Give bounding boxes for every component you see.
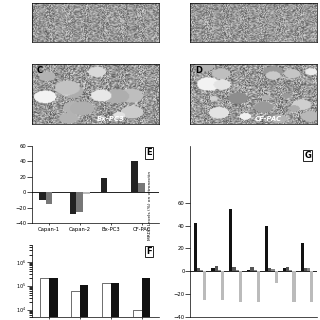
Bar <box>102 283 111 320</box>
Bar <box>257 271 260 302</box>
Bar <box>111 283 119 320</box>
Bar <box>310 271 313 302</box>
Bar <box>141 278 150 320</box>
Bar <box>194 223 197 271</box>
Text: F: F <box>146 247 152 256</box>
Bar <box>80 285 89 320</box>
Bar <box>138 183 145 192</box>
Text: G: G <box>304 151 311 160</box>
Text: E: E <box>146 148 152 157</box>
Bar <box>268 268 271 271</box>
Bar <box>70 192 76 214</box>
Bar <box>300 243 304 271</box>
Text: C: C <box>37 66 43 75</box>
Bar <box>232 267 236 271</box>
Bar <box>253 270 257 271</box>
Bar <box>265 226 268 271</box>
Bar <box>239 271 242 302</box>
Bar <box>83 192 90 194</box>
Bar <box>289 270 292 271</box>
Bar <box>221 271 224 300</box>
Bar <box>76 192 83 212</box>
Bar <box>304 268 307 271</box>
Bar <box>236 270 239 271</box>
Bar <box>307 268 310 271</box>
Bar <box>275 271 278 283</box>
Bar <box>39 192 45 200</box>
Bar <box>212 268 215 271</box>
Y-axis label: MRDO Levels (%) on vitronectin: MRDO Levels (%) on vitronectin <box>148 171 152 240</box>
Bar <box>229 209 232 271</box>
Bar <box>133 309 141 320</box>
Bar <box>292 271 296 302</box>
Bar <box>203 271 206 300</box>
Bar <box>218 270 221 271</box>
Bar <box>197 268 200 271</box>
Bar <box>271 269 275 271</box>
Bar <box>100 178 107 192</box>
Bar <box>286 267 289 271</box>
Text: D: D <box>195 66 202 75</box>
Bar <box>215 266 218 271</box>
Bar <box>71 291 80 320</box>
Text: CF-PAC: CF-PAC <box>255 116 282 122</box>
Bar <box>250 267 253 271</box>
Bar <box>283 268 286 271</box>
Text: Bx-PC3: Bx-PC3 <box>97 116 124 122</box>
Bar <box>132 162 138 192</box>
Bar <box>45 192 52 204</box>
Bar <box>49 278 58 320</box>
Bar <box>247 270 250 271</box>
Bar <box>200 270 203 271</box>
Bar <box>40 278 49 320</box>
